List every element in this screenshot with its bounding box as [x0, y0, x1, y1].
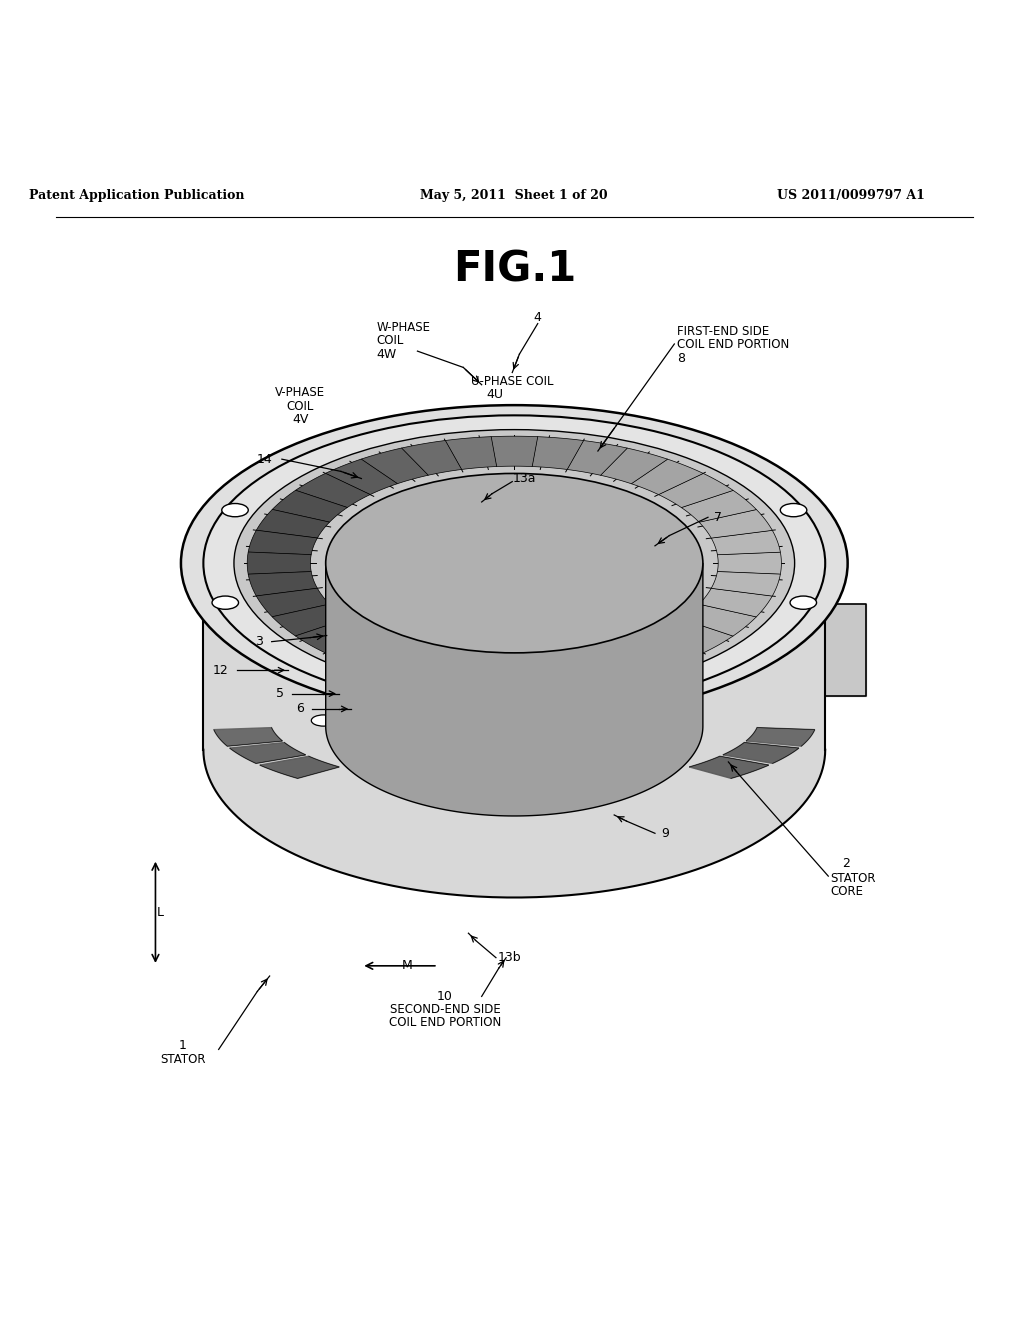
Polygon shape [360, 447, 428, 483]
Text: 8: 8 [678, 351, 685, 364]
Text: M: M [401, 960, 413, 973]
Text: 3: 3 [256, 635, 263, 648]
Polygon shape [326, 632, 397, 667]
Polygon shape [326, 564, 702, 816]
Text: 10: 10 [437, 990, 453, 1003]
Polygon shape [723, 743, 799, 763]
Text: 14: 14 [257, 453, 272, 466]
Text: 5: 5 [275, 688, 284, 700]
Text: COIL: COIL [377, 334, 404, 347]
Ellipse shape [181, 405, 848, 721]
Polygon shape [445, 657, 497, 689]
Ellipse shape [212, 597, 239, 610]
Text: COIL END PORTION: COIL END PORTION [678, 338, 790, 351]
Text: 6: 6 [296, 702, 304, 715]
Polygon shape [689, 756, 769, 779]
Text: 4W: 4W [377, 347, 397, 360]
Text: 4V: 4V [292, 413, 308, 426]
Text: May 5, 2011  Sheet 1 of 20: May 5, 2011 Sheet 1 of 20 [421, 189, 608, 202]
Polygon shape [531, 437, 584, 470]
Ellipse shape [233, 429, 795, 697]
Polygon shape [401, 441, 462, 475]
Polygon shape [272, 605, 347, 636]
Polygon shape [658, 619, 733, 653]
Ellipse shape [311, 715, 336, 726]
Polygon shape [445, 437, 497, 470]
Text: FIG.1: FIG.1 [453, 248, 575, 290]
Text: STATOR: STATOR [160, 1053, 206, 1067]
Text: Patent Application Publication: Patent Application Publication [30, 189, 245, 202]
Text: SECOND-END SIDE: SECOND-END SIDE [389, 1003, 501, 1016]
Polygon shape [825, 605, 866, 696]
Text: US 2011/0099797 A1: US 2011/0099797 A1 [777, 189, 925, 202]
Ellipse shape [436, 711, 461, 722]
Text: 13b: 13b [498, 952, 521, 964]
Polygon shape [746, 727, 815, 746]
Polygon shape [658, 474, 733, 508]
Text: 4U: 4U [486, 388, 504, 401]
Polygon shape [360, 643, 428, 678]
Text: 4: 4 [534, 312, 542, 323]
Polygon shape [260, 756, 339, 779]
Polygon shape [204, 564, 825, 898]
Ellipse shape [222, 503, 248, 516]
Text: 7: 7 [714, 511, 722, 524]
Polygon shape [295, 474, 371, 508]
Text: 12: 12 [213, 664, 228, 677]
Ellipse shape [791, 597, 816, 610]
Polygon shape [681, 605, 757, 636]
Polygon shape [272, 490, 347, 523]
Text: L: L [157, 907, 164, 919]
Polygon shape [718, 552, 781, 574]
Text: 13a: 13a [512, 473, 536, 484]
Ellipse shape [204, 416, 825, 711]
Text: COIL END PORTION: COIL END PORTION [389, 1016, 501, 1030]
Polygon shape [631, 632, 703, 667]
Text: 1: 1 [179, 1039, 187, 1052]
Polygon shape [699, 510, 772, 539]
Polygon shape [490, 436, 538, 466]
Polygon shape [256, 510, 330, 539]
Text: FIRST-END SIDE: FIRST-END SIDE [678, 325, 770, 338]
Polygon shape [567, 441, 628, 475]
Polygon shape [681, 490, 757, 523]
Text: COIL: COIL [287, 400, 314, 413]
Polygon shape [699, 589, 772, 616]
Polygon shape [600, 447, 668, 483]
Text: CORE: CORE [830, 884, 863, 898]
Polygon shape [256, 589, 330, 616]
Ellipse shape [326, 474, 702, 653]
Text: 2: 2 [843, 858, 850, 870]
Text: STATOR: STATOR [830, 871, 876, 884]
Text: 9: 9 [662, 826, 669, 840]
Ellipse shape [780, 503, 807, 516]
Polygon shape [631, 459, 703, 495]
Polygon shape [247, 552, 311, 574]
Polygon shape [401, 651, 462, 686]
Polygon shape [490, 660, 538, 690]
Polygon shape [248, 531, 317, 554]
Polygon shape [214, 727, 283, 746]
Polygon shape [531, 657, 584, 689]
Polygon shape [248, 572, 317, 597]
Polygon shape [229, 743, 305, 763]
Polygon shape [295, 619, 371, 653]
Polygon shape [567, 651, 628, 686]
Text: V-PHASE: V-PHASE [275, 387, 326, 400]
Polygon shape [326, 459, 397, 495]
Polygon shape [600, 643, 668, 678]
Text: W-PHASE: W-PHASE [377, 321, 431, 334]
Polygon shape [712, 531, 780, 554]
Polygon shape [712, 572, 780, 597]
Text: U-PHASE COIL: U-PHASE COIL [471, 375, 554, 388]
